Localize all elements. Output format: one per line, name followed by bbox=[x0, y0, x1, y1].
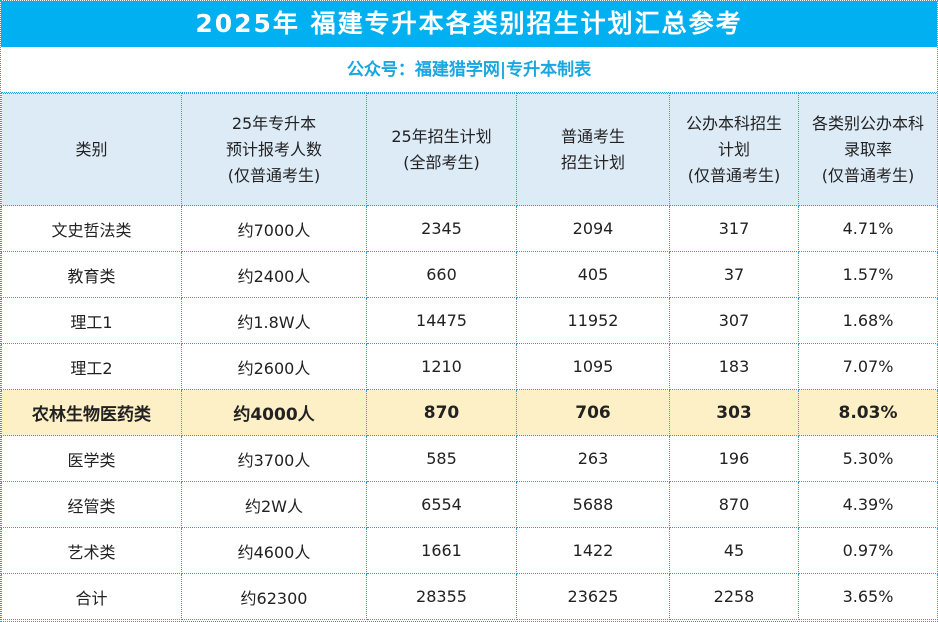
table-cell: 5688 bbox=[516, 481, 670, 528]
table-cell: 870 bbox=[366, 389, 517, 436]
table-cell: 1210 bbox=[366, 343, 517, 390]
table-cell: 约62300 bbox=[181, 573, 367, 620]
table-cell: 405 bbox=[516, 251, 670, 298]
table-cell: 7.07% bbox=[798, 343, 938, 390]
table-cell: 6554 bbox=[366, 481, 517, 528]
table-cell: 艺术类 bbox=[1, 527, 182, 574]
table-cell: 医学类 bbox=[1, 435, 182, 482]
table-cell: 870 bbox=[669, 481, 799, 528]
table-cell: 23625 bbox=[516, 573, 670, 620]
table-cell: 706 bbox=[516, 389, 670, 436]
table-row: 农林生物医药类 约4000人 870 706 303 8.03% bbox=[1, 389, 938, 436]
header-line: 25年招生计划 bbox=[391, 126, 492, 146]
table-row: 经管类 约2W人 6554 5688 870 4.39% bbox=[1, 481, 938, 528]
column-header: 25年招生计划 (全部考生) bbox=[366, 93, 517, 206]
header-line: 公办本科招生 bbox=[685, 113, 782, 133]
table-cell: 1.68% bbox=[798, 297, 938, 344]
header-line: 25年专升本 bbox=[231, 113, 317, 133]
table-cell: 文史哲法类 bbox=[1, 205, 182, 252]
table-cell: 0.97% bbox=[798, 527, 938, 574]
table-cell: 585 bbox=[366, 435, 517, 482]
header-line: 类别 bbox=[75, 139, 108, 159]
table-cell: 28355 bbox=[366, 573, 517, 620]
table-cell: 理工1 bbox=[1, 297, 182, 344]
table-cell: 196 bbox=[669, 435, 799, 482]
table-cell: 317 bbox=[669, 205, 799, 252]
table-cell: 3.65% bbox=[798, 573, 938, 620]
table-cell: 约3700人 bbox=[181, 435, 367, 482]
table-cell: 1095 bbox=[516, 343, 670, 390]
table-cell: 45 bbox=[669, 527, 799, 574]
table-row: 医学类 约3700人 585 263 196 5.30% bbox=[1, 435, 938, 482]
plan-table: 类别 25年专升本 预计报考人数 (仅普通考生) 25年招生计划 (全部考生) 普通考生招生… bbox=[1, 93, 938, 620]
table-cell: 约4600人 bbox=[181, 527, 367, 574]
table-cell: 经管类 bbox=[1, 481, 182, 528]
table-cell: 1422 bbox=[516, 527, 670, 574]
table-row: 合计 约62300 28355 23625 2258 3.65% bbox=[1, 573, 938, 620]
header-line: 普通考生 bbox=[560, 126, 625, 146]
table-cell: 2094 bbox=[516, 205, 670, 252]
table-cell: 合计 bbox=[1, 573, 182, 620]
table-cell: 理工2 bbox=[1, 343, 182, 390]
header-row: 类别 25年专升本 预计报考人数 (仅普通考生) 25年招生计划 (全部考生) 普通考生招生… bbox=[1, 93, 938, 206]
table-cell: 4.71% bbox=[798, 205, 938, 252]
table-cell: 183 bbox=[669, 343, 799, 390]
table-row: 文史哲法类 约7000人 2345 2094 317 4.71% bbox=[1, 205, 938, 252]
header-line: 各类别公办本科 bbox=[811, 113, 924, 133]
table-cell: 约1.8W人 bbox=[181, 297, 367, 344]
column-header: 类别 bbox=[1, 93, 182, 206]
header-line: (仅普通考生) bbox=[227, 165, 321, 185]
header-line: (全部考生) bbox=[403, 152, 480, 172]
table-cell: 2258 bbox=[669, 573, 799, 620]
table-row: 教育类 约2400人 660 405 37 1.57% bbox=[1, 251, 938, 298]
header-line: 预计报考人数 bbox=[225, 139, 322, 159]
table-cell: 约2W人 bbox=[181, 481, 367, 528]
column-header: 公办本科招生 计划 (仅普通考生) bbox=[669, 93, 799, 206]
header-line: (仅普通考生) bbox=[687, 165, 781, 185]
table-cell: 5.30% bbox=[798, 435, 938, 482]
header-line: (仅普通考生) bbox=[821, 165, 915, 185]
table-cell: 约2600人 bbox=[181, 343, 367, 390]
table-row: 艺术类 约4600人 1661 1422 45 0.97% bbox=[1, 527, 938, 574]
table-cell: 660 bbox=[366, 251, 517, 298]
column-header: 普通考生 招生计划 bbox=[516, 93, 670, 206]
header-line: 招生计划 bbox=[560, 152, 625, 172]
table-cell: 4.39% bbox=[798, 481, 938, 528]
table-cell: 教育类 bbox=[1, 251, 182, 298]
table-cell: 农林生物医药类 bbox=[1, 389, 182, 436]
page-title: 2025年 福建专升本各类别招生计划汇总参考 bbox=[1, 1, 937, 47]
table-row: 理工2 约2600人 1210 1095 183 7.07% bbox=[1, 343, 938, 390]
table-cell: 11952 bbox=[516, 297, 670, 344]
column-header: 各类别公办本科 录取率 (仅普通考生) bbox=[798, 93, 938, 206]
table-cell: 303 bbox=[669, 389, 799, 436]
table-row: 理工1 约1.8W人 14475 11952 307 1.68% bbox=[1, 297, 938, 344]
table-cell: 1661 bbox=[366, 527, 517, 574]
column-header: 25年专升本 预计报考人数 (仅普通考生) bbox=[181, 93, 367, 206]
table-cell: 2345 bbox=[366, 205, 517, 252]
header-line: 录取率 bbox=[843, 139, 892, 159]
table-cell: 约4000人 bbox=[181, 389, 367, 436]
table-cell: 307 bbox=[669, 297, 799, 344]
table-cell: 约2400人 bbox=[181, 251, 367, 298]
table-cell: 1.57% bbox=[798, 251, 938, 298]
subtitle: 公众号：福建猎学网|专升本制表 bbox=[1, 47, 937, 93]
table-cell: 约7000人 bbox=[181, 205, 367, 252]
header-line: 计划 bbox=[717, 139, 750, 159]
table-cell: 8.03% bbox=[798, 389, 938, 436]
table-cell: 14475 bbox=[366, 297, 517, 344]
table-cell: 37 bbox=[669, 251, 799, 298]
table-cell: 263 bbox=[516, 435, 670, 482]
